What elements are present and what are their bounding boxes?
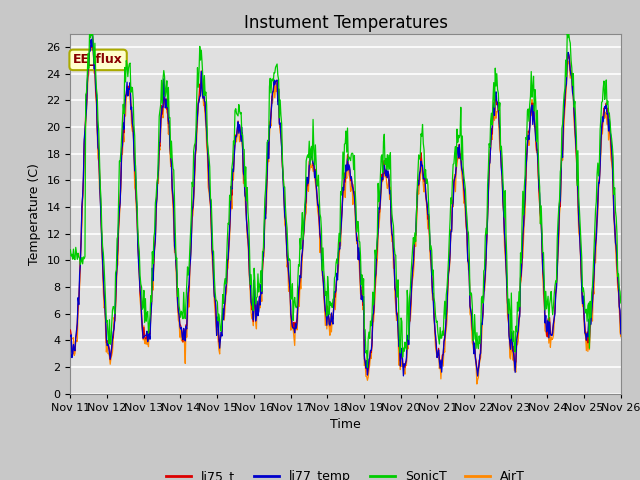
- Y-axis label: Temperature (C): Temperature (C): [28, 163, 41, 264]
- X-axis label: Time: Time: [330, 418, 361, 431]
- Title: Instument Temperatures: Instument Temperatures: [244, 14, 447, 32]
- Text: EE_flux: EE_flux: [73, 53, 123, 66]
- Legend: li75_t, li77_temp, SonicT, AirT: li75_t, li77_temp, SonicT, AirT: [161, 465, 530, 480]
